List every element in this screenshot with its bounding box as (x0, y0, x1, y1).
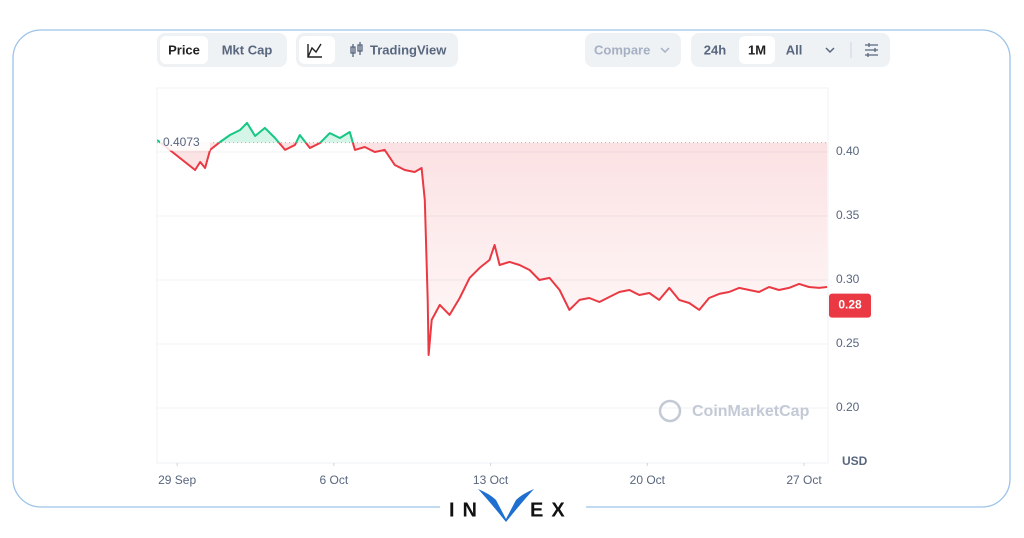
price-line-down (158, 142, 828, 356)
x-tick-label: 27 Oct (786, 473, 822, 487)
active-tab (160, 36, 208, 64)
area-down (160, 142, 828, 355)
watermark-logo (658, 399, 682, 423)
current-price-label: 0.28 (838, 298, 862, 312)
brand-v (478, 489, 534, 522)
x-tick-label: 13 Oct (473, 473, 509, 487)
baseline-label: 0.4073 (163, 135, 200, 149)
range-button[interactable]: 24h (704, 42, 726, 57)
active-range (739, 36, 775, 64)
x-tick-label: 20 Oct (630, 473, 666, 487)
tab[interactable]: Price (168, 42, 200, 57)
compare-box[interactable] (585, 33, 681, 67)
candle-icon (350, 42, 363, 57)
y-tick-label: 0.35 (836, 208, 860, 222)
watermark: CoinMarketCap (692, 403, 810, 420)
line-icon (307, 43, 322, 58)
compare-button[interactable]: Compare (594, 42, 650, 57)
tab[interactable]: Mkt Cap (222, 42, 273, 57)
y-unit: USD (842, 454, 868, 468)
y-tick-label: 0.20 (836, 400, 860, 414)
current-price-box (829, 293, 871, 318)
y-tick-label: 0.25 (836, 336, 860, 350)
chevron[interactable] (825, 47, 835, 54)
plot-frame (156, 87, 829, 464)
settings-icon[interactable] (865, 43, 878, 57)
range-button[interactable]: All (786, 42, 803, 57)
chevron (660, 47, 670, 54)
brand-right: EX (530, 499, 573, 521)
tradingview-button[interactable]: TradingView (370, 42, 447, 57)
x-tick-label: 29 Sep (158, 473, 196, 487)
style-group (296, 33, 458, 67)
range-button[interactable]: 1M (748, 42, 766, 57)
y-tick-label: 0.40 (836, 144, 860, 158)
area-up (157, 122, 828, 143)
brand-left: IN (449, 499, 485, 521)
frame (12, 29, 1011, 508)
baseline-label-bg (160, 134, 210, 151)
x-tick-label: 6 Oct (320, 473, 349, 487)
y-tick-label: 0.30 (836, 272, 860, 286)
